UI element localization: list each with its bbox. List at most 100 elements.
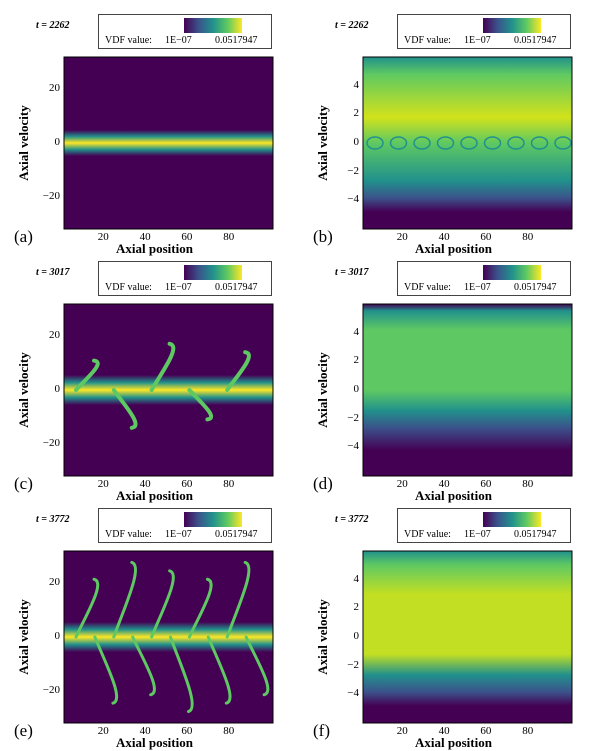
x-tick-label: 20 bbox=[396, 725, 408, 737]
x-tick-label: 20 bbox=[97, 725, 109, 737]
x-tick-label: 80 bbox=[223, 478, 235, 490]
x-tick-label: 60 bbox=[181, 478, 193, 490]
vortex-filament bbox=[74, 358, 100, 392]
vortex-filament bbox=[111, 388, 138, 430]
y-axis-label: Axial velocity bbox=[16, 105, 31, 181]
panel-letter: (f) bbox=[313, 721, 330, 740]
x-tick-label: 80 bbox=[522, 725, 534, 737]
vortex-filament bbox=[93, 635, 119, 705]
phase-space-eddy bbox=[483, 136, 502, 150]
phase-space-eddy bbox=[389, 136, 408, 150]
y-tick-label: 0 bbox=[54, 136, 61, 148]
colorbar-gradient bbox=[483, 265, 541, 280]
colorbar-max-label: 0.0517947 bbox=[215, 529, 258, 540]
y-tick-label: −20 bbox=[42, 683, 60, 696]
y-tick-label: −20 bbox=[42, 436, 60, 449]
vortex-filament bbox=[187, 388, 214, 422]
x-tick-label: 60 bbox=[181, 231, 193, 243]
x-tick-label: 60 bbox=[181, 725, 193, 737]
vdf-label: VDF value: bbox=[404, 282, 451, 293]
y-tick-label: 2 bbox=[353, 354, 360, 367]
x-tick-label: 40 bbox=[438, 478, 450, 490]
y-axis-label: Axial velocity bbox=[16, 352, 31, 428]
chart-panel: t = 3017 VDF value: 1E−07 0.0517947 20 40 60 80… bbox=[299, 247, 598, 503]
colorbar-legend: VDF value: 1E−07 0.0517947 bbox=[98, 14, 272, 49]
panel-letter: (a) bbox=[14, 227, 33, 246]
colorbar-legend: VDF value: 1E−07 0.0517947 bbox=[98, 508, 272, 543]
y-tick-label: 0 bbox=[353, 383, 360, 395]
y-tick-label: −2 bbox=[347, 164, 359, 177]
x-tick-label: 60 bbox=[480, 725, 492, 737]
y-tick-label: 4 bbox=[353, 572, 360, 585]
x-tick-label: 80 bbox=[522, 478, 534, 490]
x-tick-label: 60 bbox=[480, 478, 492, 490]
time-label: t = 2262 bbox=[335, 20, 369, 31]
colorbar-max-label: 0.0517947 bbox=[514, 282, 557, 293]
heatmap-plot-area bbox=[363, 304, 572, 476]
chart-panel: t = 2262 VDF value: 1E−07 0.0517947 20 40 60 80… bbox=[0, 0, 299, 256]
phase-space-eddy bbox=[554, 136, 572, 150]
vdf-label: VDF value: bbox=[404, 529, 451, 540]
colorbar-min-label: 1E−07 bbox=[464, 529, 491, 540]
y-tick-label: 20 bbox=[49, 576, 60, 589]
heatmap-svg bbox=[363, 57, 572, 229]
colorbar-legend: VDF value: 1E−07 0.0517947 bbox=[397, 14, 571, 49]
heatmap-svg bbox=[64, 304, 273, 476]
vortex-filament bbox=[187, 577, 213, 639]
time-label: t = 3772 bbox=[36, 514, 70, 525]
colorbar-legend: VDF value: 1E−07 0.0517947 bbox=[397, 508, 571, 543]
x-tick-label: 20 bbox=[97, 478, 109, 490]
vortex-filament bbox=[225, 350, 251, 392]
colorbar-min-label: 1E−07 bbox=[464, 282, 491, 293]
y-axis-label: Axial velocity bbox=[315, 105, 330, 181]
vdf-label: VDF value: bbox=[404, 35, 451, 46]
vdf-label: VDF value: bbox=[105, 282, 152, 293]
colorbar-min-label: 1E−07 bbox=[464, 35, 491, 46]
plot-frame bbox=[362, 303, 573, 477]
colorbar-gradient bbox=[483, 18, 541, 33]
y-axis-label: Axial velocity bbox=[16, 599, 31, 675]
colorbar-legend: VDF value: 1E−07 0.0517947 bbox=[397, 261, 571, 296]
y-tick-label: 0 bbox=[353, 630, 360, 642]
colorbar-max-label: 0.0517947 bbox=[514, 529, 557, 540]
x-tick-label: 40 bbox=[438, 231, 450, 243]
chart-panel: t = 3772 VDF value: 1E−07 0.0517947 20 40 60 80… bbox=[299, 494, 598, 750]
heatmap-svg bbox=[64, 551, 273, 723]
phase-space-eddy bbox=[507, 136, 525, 150]
heatmap-svg bbox=[363, 551, 572, 723]
y-axis-label: Axial velocity bbox=[315, 352, 330, 428]
x-tick-label: 40 bbox=[438, 725, 450, 737]
x-axis-label: Axial position bbox=[415, 241, 492, 256]
y-tick-label: −2 bbox=[347, 658, 359, 671]
phase-space-eddy bbox=[530, 136, 549, 150]
panel-letter: (c) bbox=[14, 474, 33, 493]
x-tick-label: 20 bbox=[396, 478, 408, 490]
vortex-filament bbox=[169, 635, 194, 714]
chart-panel: t = 3017 VDF value: 1E−07 0.0517947 20 40 60 80… bbox=[0, 247, 299, 503]
plot-frame bbox=[362, 550, 573, 724]
phase-space-eddy bbox=[366, 136, 384, 150]
x-axis-label: Axial position bbox=[116, 735, 193, 750]
x-axis-label: Axial position bbox=[415, 488, 492, 503]
central-beam bbox=[64, 130, 273, 156]
heatmap-plot-area bbox=[363, 551, 572, 723]
colorbar-min-label: 1E−07 bbox=[165, 529, 192, 540]
heatmap-plot-area bbox=[64, 304, 273, 476]
x-tick-label: 40 bbox=[139, 231, 151, 243]
heatmap-svg bbox=[64, 57, 273, 229]
vdf-label: VDF value: bbox=[105, 529, 152, 540]
x-axis-label: Axial position bbox=[415, 735, 492, 750]
chart-panel: t = 2262 VDF value: 1E−07 0.0517947 20 40 60 80… bbox=[299, 0, 598, 256]
time-label: t = 3772 bbox=[335, 514, 369, 525]
x-axis-label: Axial position bbox=[116, 488, 193, 503]
colorbar-min-label: 1E−07 bbox=[165, 35, 192, 46]
y-tick-label: −20 bbox=[42, 189, 60, 202]
y-tick-label: 2 bbox=[353, 601, 360, 614]
colorbar-legend: VDF value: 1E−07 0.0517947 bbox=[98, 261, 272, 296]
vortex-filament bbox=[225, 560, 251, 639]
phase-space-eddy bbox=[413, 136, 431, 150]
panel-letter: (d) bbox=[313, 474, 333, 493]
heatmap-plot-area bbox=[64, 57, 273, 229]
plot-frame bbox=[63, 550, 274, 724]
x-axis-label: Axial position bbox=[116, 241, 193, 256]
